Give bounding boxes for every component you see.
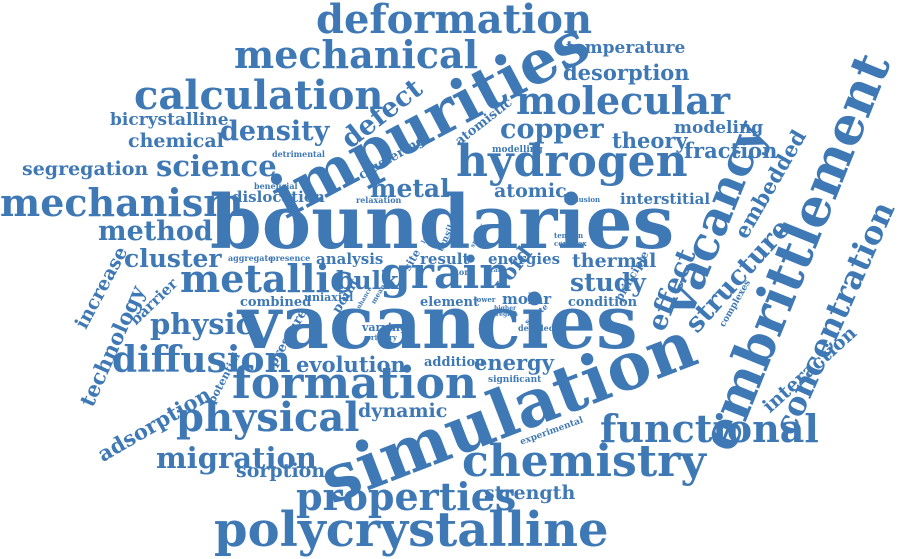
word-deformation: deformation: [316, 0, 593, 43]
word-hydrogen: hydrogen: [456, 136, 688, 187]
word-local: local: [484, 267, 501, 274]
word-method: method: [98, 216, 213, 247]
word-condition: condition: [568, 295, 638, 310]
word-bulk: bulk: [336, 266, 399, 295]
word-physic: physic: [150, 307, 254, 341]
word-presence: presence: [270, 253, 311, 263]
word-cluster: cluster: [124, 244, 222, 273]
word-functional: functional: [600, 406, 819, 451]
word-vacancies: vacancies: [238, 280, 638, 366]
word-complex: complex: [554, 239, 587, 248]
word-metal: metal: [370, 174, 450, 203]
word-relaxation: relaxation: [356, 195, 402, 205]
word-calculation: calculation: [134, 72, 384, 119]
word-grain: grain: [380, 248, 512, 299]
word-dynamic: dynamic: [358, 400, 448, 422]
word-energies: energies: [488, 250, 561, 268]
word-segregation: segregation: [22, 158, 149, 180]
word-region: region: [496, 311, 518, 318]
word-higher: higher: [494, 305, 517, 312]
word-temperature: temperature: [566, 38, 686, 58]
word-varying: varying: [362, 321, 408, 334]
word-modelling: modelling: [492, 145, 543, 155]
word-physical: physical: [176, 394, 360, 441]
word-science: science: [156, 149, 277, 183]
word-chemical: chemical: [128, 130, 224, 152]
word-uniaxial: uniaxial: [304, 291, 354, 304]
word-analysis: analysis: [316, 250, 384, 268]
word-detailed: detailed: [518, 323, 555, 333]
word-molecular: molecular: [516, 78, 731, 123]
word-mechanical: mechanical: [234, 32, 479, 77]
word-sorption: sorption: [236, 460, 326, 482]
word-tension: tension: [554, 231, 584, 240]
word-atom: atom: [450, 267, 473, 277]
word-strength: strength: [484, 482, 576, 504]
word-primary: primary: [366, 333, 397, 342]
word-inclusion: inclusion: [564, 195, 601, 204]
word-desorption: desorption: [563, 60, 690, 85]
word-formation: formation: [232, 358, 477, 409]
word-fraction: fraction: [684, 138, 778, 163]
word-aggregate: aggregate: [228, 253, 274, 263]
word-boundaries: boundaries: [210, 180, 675, 266]
word-modeling: modeling: [674, 118, 764, 138]
word-density: density: [220, 116, 330, 147]
word-combined: combined: [240, 295, 312, 310]
word-atomic: atomic: [494, 180, 567, 202]
word-addition: addition: [424, 355, 485, 370]
word-molar: molar: [502, 290, 552, 308]
word-study: study: [570, 268, 646, 297]
word-element: element: [420, 295, 479, 310]
word-detrimental: detrimental: [272, 149, 325, 159]
word-migration: migration: [156, 441, 317, 475]
word-properties: properties: [296, 474, 517, 519]
word-mechanism: mechanism: [0, 180, 244, 225]
word-metallic: metallic: [180, 256, 354, 301]
word-dislocation: dislocation: [232, 188, 325, 206]
word-polycrystalline: polycrystalline: [214, 502, 609, 558]
word-significant: significant: [488, 375, 542, 385]
word-energy: energy: [474, 350, 554, 375]
word-interstitial: interstitial: [620, 190, 711, 208]
word-diffusion: diffusion: [112, 339, 291, 381]
word-thermal: thermal: [572, 250, 657, 272]
word-chemistry: chemistry: [462, 436, 706, 487]
word-copper: copper: [500, 114, 604, 145]
word-result: result: [420, 250, 470, 268]
word-theory: theory: [612, 128, 688, 153]
word-bicrystalline: bicrystalline: [110, 110, 229, 130]
word-lower: lower: [474, 295, 496, 304]
word-evolution: evolution: [296, 352, 406, 377]
word-beneficial: beneficial: [254, 181, 298, 191]
